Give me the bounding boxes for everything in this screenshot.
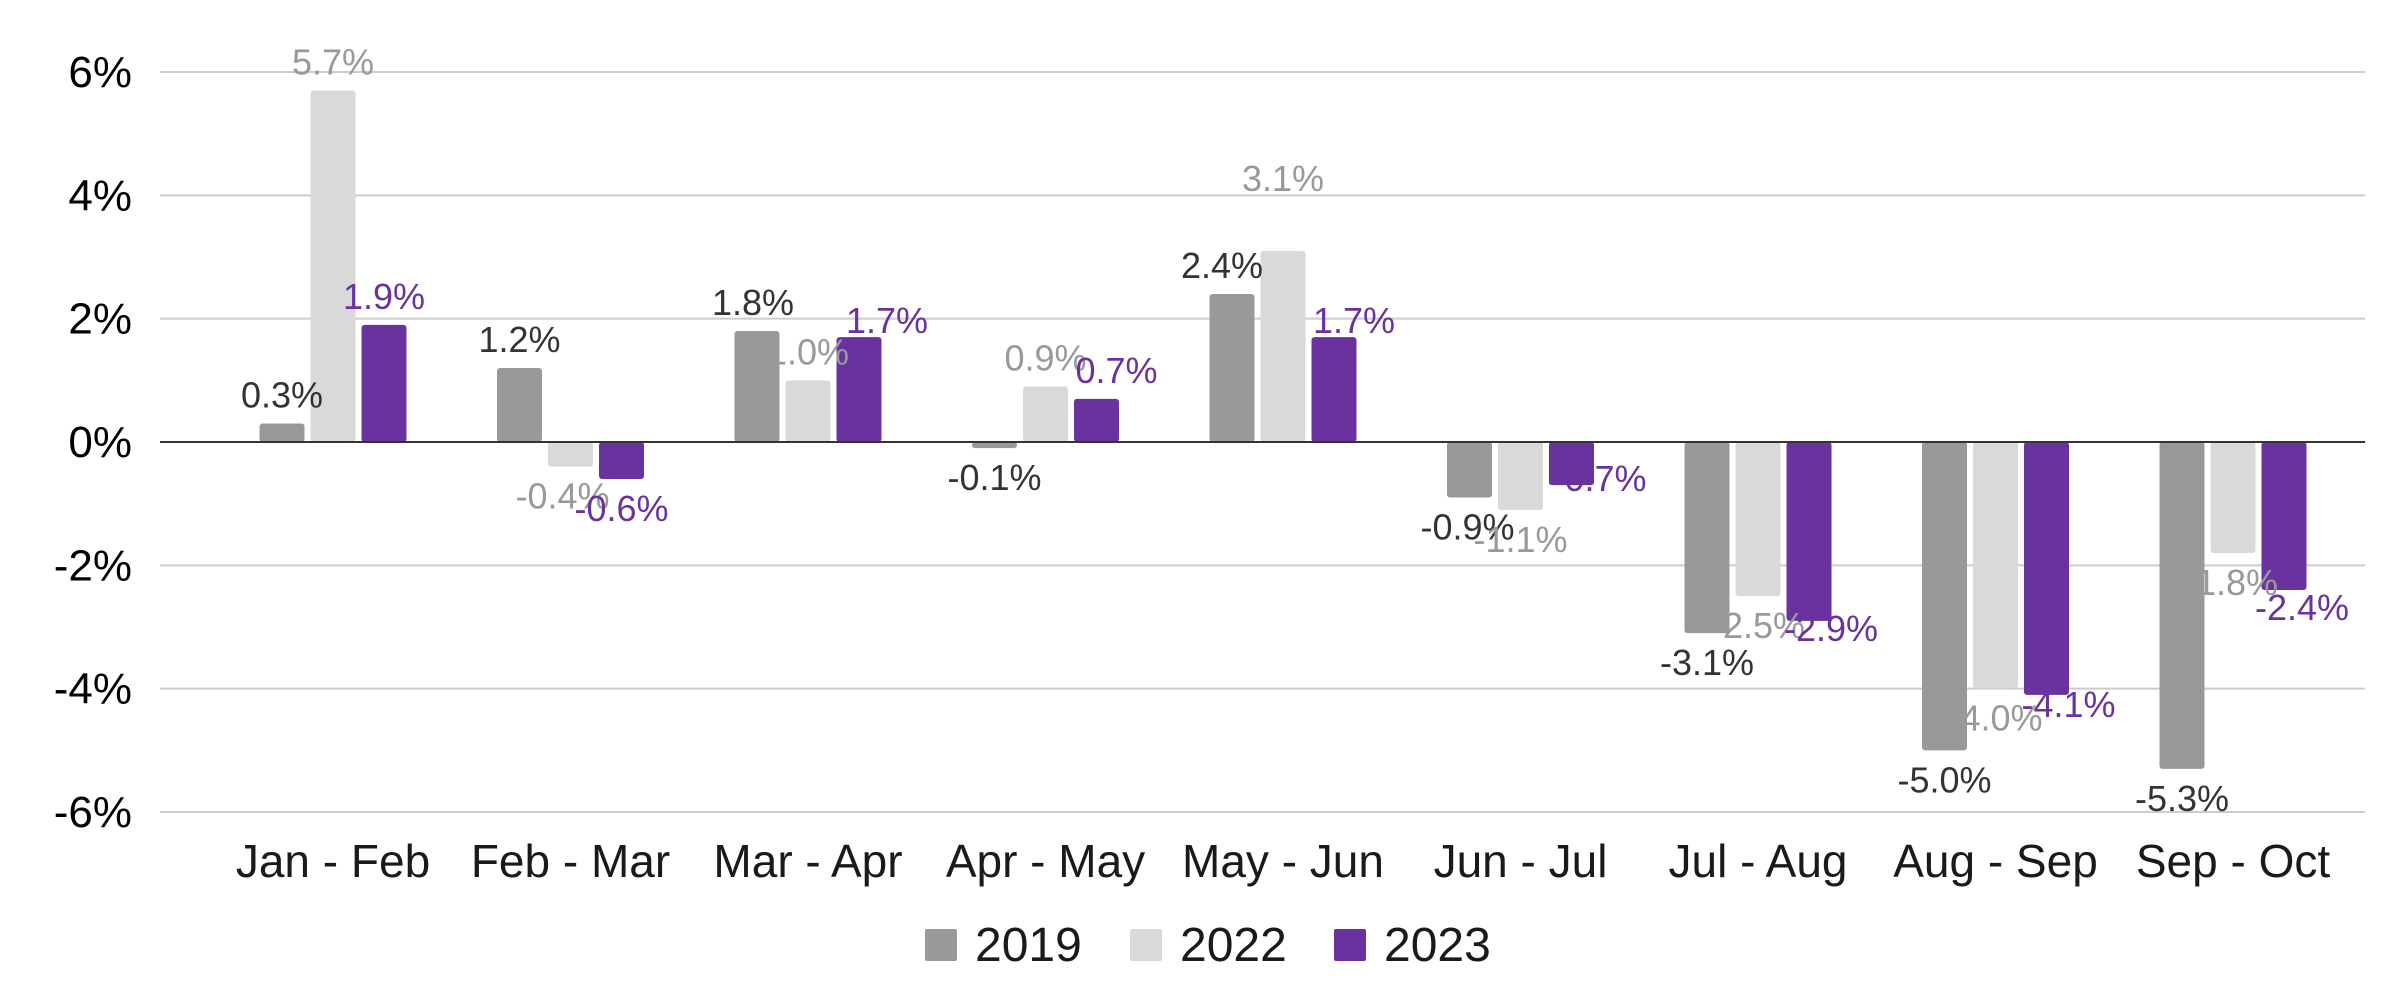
bar-2023-8 bbox=[2261, 442, 2307, 590]
y-tick-label: 4% bbox=[68, 171, 132, 220]
data-label-2022-7: -4.0% bbox=[1948, 698, 2042, 739]
data-label-2019-6: -3.1% bbox=[1660, 642, 1754, 683]
data-label-2023-0: 1.9% bbox=[343, 276, 425, 317]
bar-2022-8 bbox=[2210, 442, 2256, 553]
data-label-2019-5: -0.9% bbox=[1420, 507, 1514, 548]
data-label-2022-3: 0.9% bbox=[1004, 338, 1086, 379]
x-tick-label: Sep - Oct bbox=[2136, 835, 2331, 887]
bar-2022-2 bbox=[785, 380, 831, 442]
data-label-2022-8: -1.8% bbox=[2184, 562, 2278, 603]
data-label-2022-2: 1.0% bbox=[767, 331, 849, 372]
data-label-2019-7: -5.0% bbox=[1897, 759, 1991, 800]
bar-2023-6 bbox=[1786, 442, 1832, 621]
legend-swatch bbox=[1334, 929, 1366, 961]
data-label-2019-4: 2.4% bbox=[1181, 245, 1263, 286]
bar-2023-4 bbox=[1311, 337, 1357, 442]
x-tick-label: Jan - Feb bbox=[236, 835, 430, 887]
bar-2022-6 bbox=[1735, 442, 1781, 597]
bar-2022-3 bbox=[1023, 386, 1068, 442]
data-label-2023-8: -2.4% bbox=[2255, 587, 2349, 628]
data-label-2023-5: -0.7% bbox=[1552, 458, 1646, 499]
bar-2022-0 bbox=[310, 90, 356, 442]
data-label-2023-3: 0.7% bbox=[1075, 350, 1157, 391]
data-label-2022-5: -1.1% bbox=[1473, 519, 1567, 560]
axes: 6% 4% 2% 0% -2% -4% -6% Jan - Feb Feb - Mar Mar -… bbox=[54, 48, 2331, 887]
bars bbox=[259, 90, 2307, 769]
y-tick-label: 0% bbox=[68, 418, 132, 467]
bar-2019-0 bbox=[259, 423, 305, 442]
bar-2019-2 bbox=[734, 331, 780, 442]
bar-2019-3 bbox=[972, 442, 1017, 449]
data-label-2023-1: -0.6% bbox=[574, 488, 668, 529]
data-label-2022-1: -0.4% bbox=[515, 476, 609, 517]
x-tick-label: Jul - Aug bbox=[1669, 835, 1848, 887]
legend: 2019 2022 2023 bbox=[925, 919, 1491, 972]
data-label-2019-3: -0.1% bbox=[947, 457, 1041, 498]
bar-2023-7 bbox=[2024, 442, 2069, 695]
bar-2023-1 bbox=[599, 442, 644, 479]
data-label-2023-2: 1.7% bbox=[846, 300, 928, 341]
y-tick-label: -4% bbox=[54, 665, 132, 714]
x-tick-label: Apr - May bbox=[946, 835, 1145, 887]
bar-2019-4 bbox=[1209, 294, 1255, 442]
bar-2022-4 bbox=[1260, 250, 1306, 442]
bar-2019-1 bbox=[497, 368, 542, 442]
data-label-2019-0: 0.3% bbox=[241, 375, 323, 416]
data-label-2019-8: -5.3% bbox=[2135, 778, 2229, 819]
y-tick-label: 6% bbox=[68, 48, 132, 97]
data-label-2019-1: 1.2% bbox=[478, 319, 560, 360]
data-label-2023-4: 1.7% bbox=[1313, 300, 1395, 341]
legend-item-2022: 2022 bbox=[1130, 919, 1287, 972]
data-label-2022-0: 5.7% bbox=[292, 42, 374, 83]
data-label-2022-4: 3.1% bbox=[1242, 158, 1324, 199]
data-label-2023-7: -4.1% bbox=[2021, 684, 2115, 725]
bar-2019-7 bbox=[1922, 442, 1967, 751]
x-tick-label: Jun - Jul bbox=[1434, 835, 1608, 887]
legend-label: 2019 bbox=[975, 919, 1082, 972]
y-tick-label: -6% bbox=[54, 788, 132, 837]
legend-label: 2022 bbox=[1180, 919, 1287, 972]
bar-2019-5 bbox=[1447, 442, 1492, 498]
bar-2023-3 bbox=[1074, 398, 1119, 442]
x-tick-label: Feb - Mar bbox=[471, 835, 670, 887]
data-label-2023-6: -2.9% bbox=[1784, 608, 1878, 649]
data-label-2022-6: -2.5% bbox=[1711, 605, 1805, 646]
y-tick-label: 2% bbox=[68, 295, 132, 344]
bar-2023-0 bbox=[361, 324, 407, 442]
legend-swatch bbox=[1130, 929, 1162, 961]
bar-2022-1 bbox=[548, 442, 593, 467]
x-tick-label: May - Jun bbox=[1182, 835, 1384, 887]
x-tick-label: Mar - Apr bbox=[713, 835, 902, 887]
bar-2022-5 bbox=[1498, 442, 1543, 510]
bar-2019-6 bbox=[1684, 442, 1730, 634]
y-tick-label: -2% bbox=[54, 541, 132, 590]
bar-2023-2 bbox=[836, 337, 882, 442]
legend-swatch bbox=[925, 929, 957, 961]
legend-label: 2023 bbox=[1384, 919, 1491, 972]
legend-item-2019: 2019 bbox=[925, 919, 1082, 972]
legend-item-2023: 2023 bbox=[1334, 919, 1491, 972]
data-labels: 0.3%5.7%1.9%1.2%-0.4%-0.6%1.8%1.0%1.7%-0… bbox=[241, 42, 2349, 819]
x-tick-label: Aug - Sep bbox=[1893, 835, 2098, 887]
bar-2019-8 bbox=[2159, 442, 2205, 769]
bar-2023-5 bbox=[1549, 442, 1594, 486]
data-label-2019-2: 1.8% bbox=[712, 282, 794, 323]
bar-2022-7 bbox=[1973, 442, 2018, 689]
